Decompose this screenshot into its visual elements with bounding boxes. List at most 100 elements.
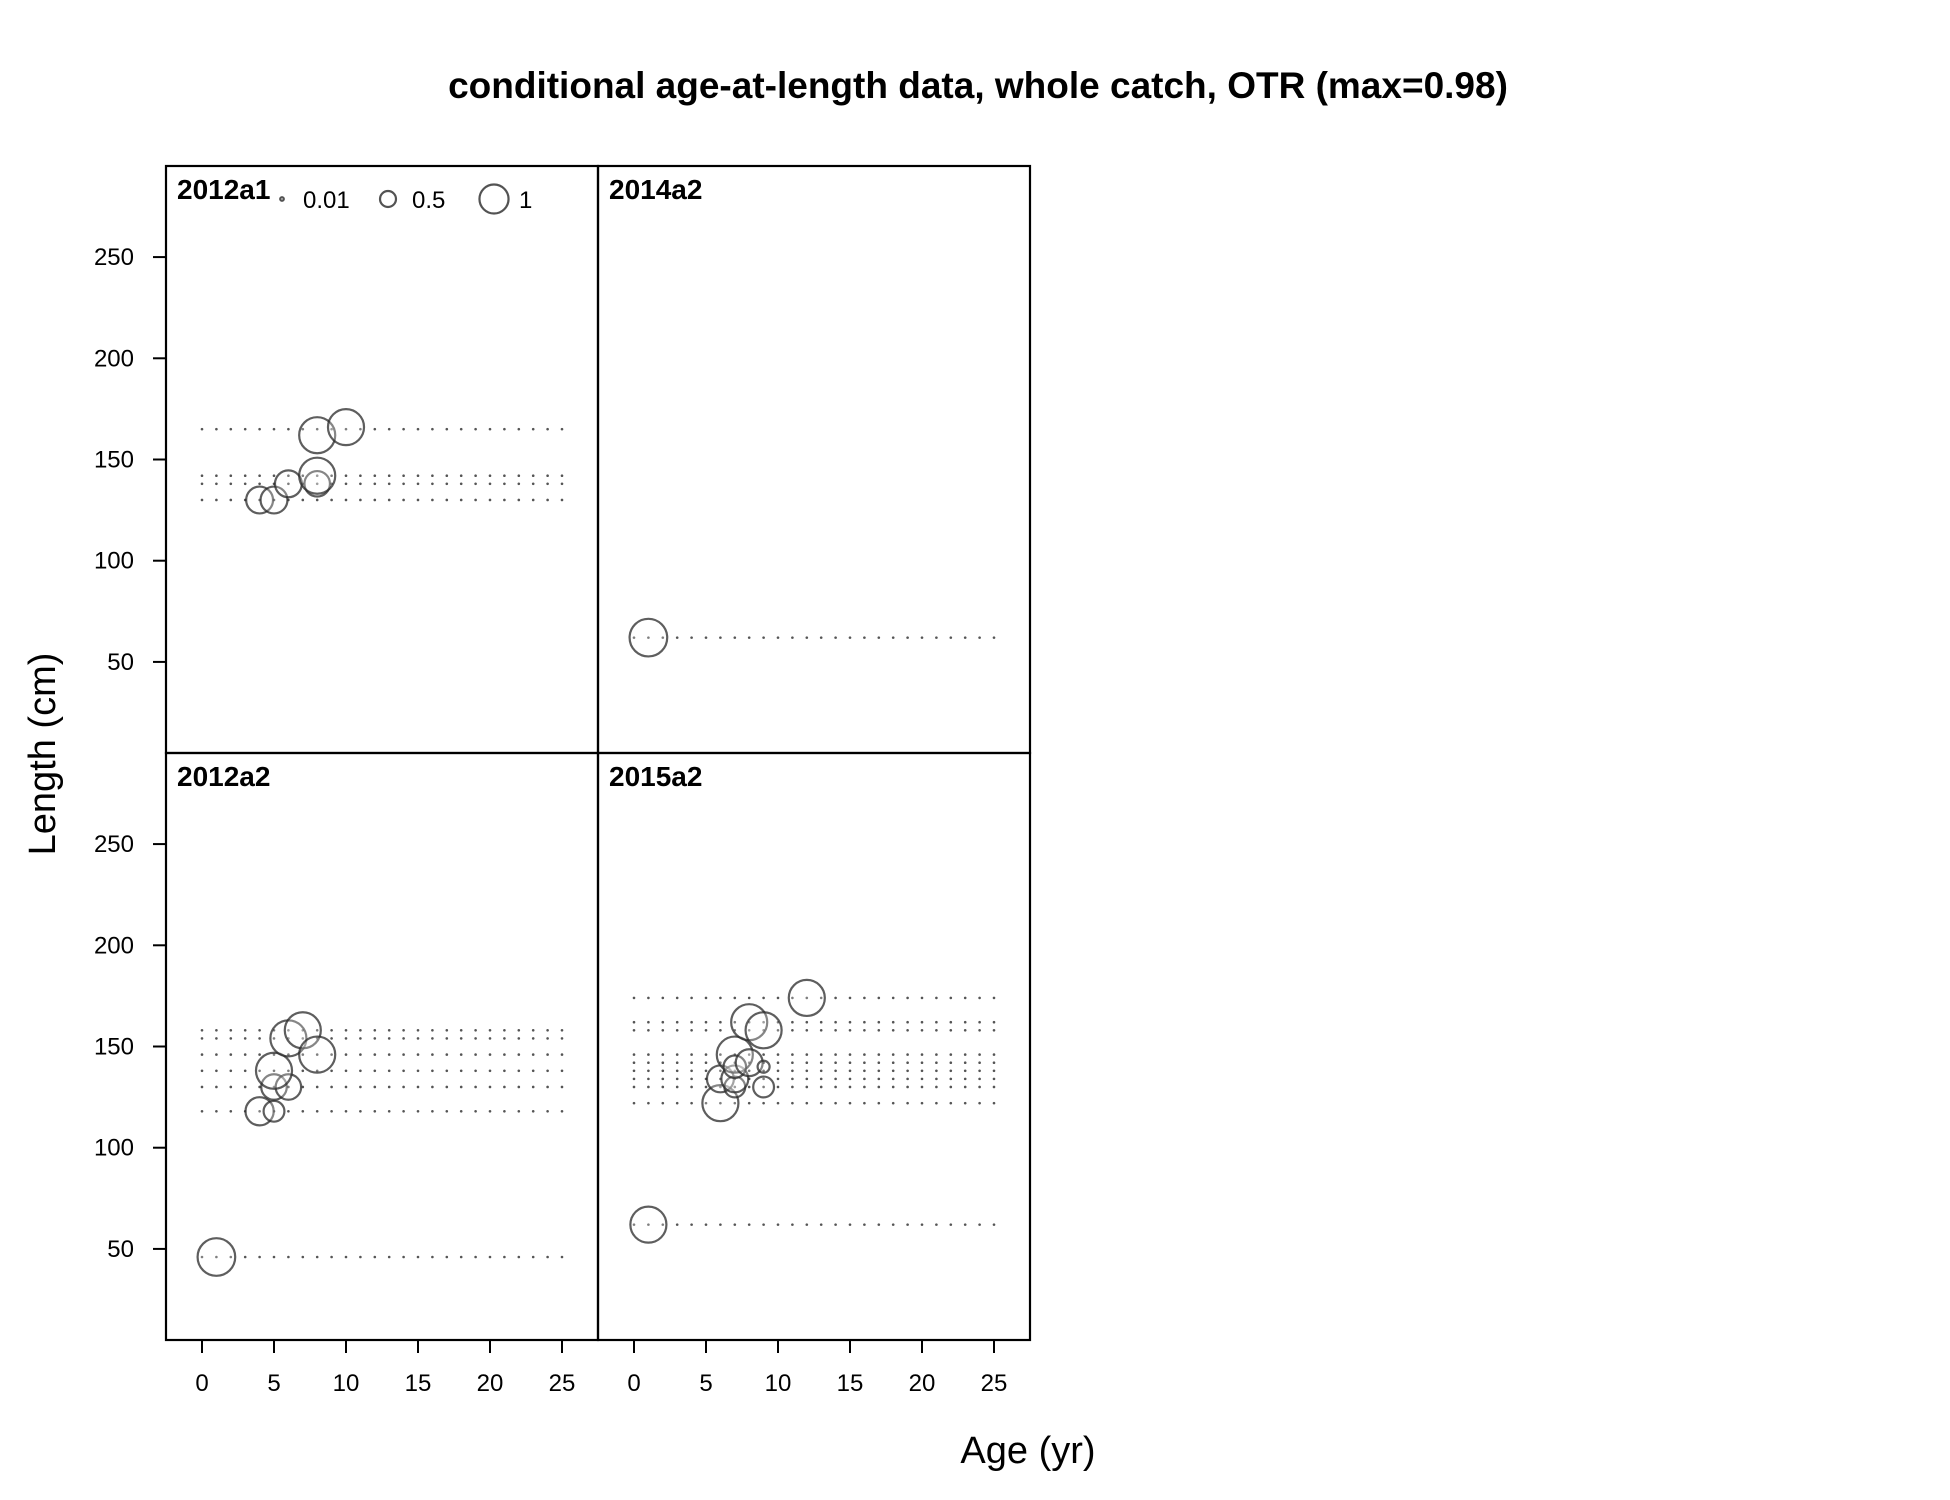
- row-dot: [373, 1029, 377, 1032]
- row-dot: [402, 1085, 405, 1089]
- row-dot: [834, 1101, 837, 1105]
- row-dot: [301, 1053, 305, 1056]
- row-dot: [330, 1029, 333, 1032]
- row-dot: [387, 482, 391, 486]
- row-dot: [200, 1037, 204, 1040]
- row-dot: [819, 636, 823, 639]
- row-dot: [488, 1255, 492, 1259]
- row-dot: [301, 1037, 305, 1040]
- row-dot: [719, 636, 722, 639]
- row-dot: [906, 636, 909, 639]
- row-dot: [416, 474, 420, 477]
- panel-label: 2015a2: [609, 761, 702, 792]
- row-dot: [459, 1109, 463, 1113]
- row-dot: [819, 1077, 823, 1081]
- x-tick-label: 5: [267, 1370, 280, 1397]
- row-dot: [560, 1255, 564, 1259]
- row-dot: [690, 1029, 693, 1032]
- dotted-row: [200, 1255, 564, 1259]
- row-dot: [906, 1053, 909, 1056]
- dotted-row: [632, 1053, 996, 1056]
- row-dot: [675, 1085, 679, 1089]
- row-dot: [776, 1029, 780, 1032]
- row-dot: [531, 482, 535, 486]
- row-dot: [258, 482, 261, 486]
- row-dot: [920, 1053, 924, 1056]
- row-dot: [344, 1053, 348, 1056]
- dotted-row: [200, 474, 564, 477]
- row-dot: [805, 1077, 809, 1081]
- row-dot: [891, 1061, 895, 1064]
- row-dot: [963, 1061, 967, 1064]
- row-dot: [272, 1069, 276, 1073]
- row-dot: [675, 1053, 679, 1056]
- row-dot: [920, 1223, 924, 1226]
- row-dot: [704, 636, 708, 639]
- x-tick-label: 20: [477, 1370, 504, 1397]
- row-dot: [949, 1077, 953, 1081]
- row-dot: [776, 636, 780, 639]
- row-dot: [819, 1223, 823, 1226]
- row-dot: [747, 996, 751, 1000]
- row-dot: [330, 1069, 333, 1073]
- row-dot: [963, 996, 967, 1000]
- x-tick-label: 25: [981, 1370, 1008, 1397]
- data-bubble: [283, 1011, 322, 1050]
- row-dot: [503, 1069, 506, 1073]
- row-dot: [258, 1053, 261, 1056]
- row-dot: [675, 1061, 679, 1064]
- row-dot: [215, 474, 218, 477]
- legend-label: 1: [519, 187, 532, 214]
- row-dot: [632, 1101, 636, 1105]
- row-dot: [215, 1255, 218, 1259]
- row-dot: [805, 1020, 809, 1024]
- row-dot: [330, 474, 333, 477]
- row-dot: [978, 1020, 981, 1024]
- row-dot: [963, 1020, 967, 1024]
- row-dot: [315, 474, 319, 477]
- row-dot: [287, 474, 290, 477]
- row-dot: [675, 1069, 679, 1073]
- data-bubble: [303, 469, 332, 498]
- row-dot: [877, 1053, 881, 1056]
- row-dot: [315, 1029, 319, 1032]
- row-dot: [762, 996, 765, 1000]
- row-dot: [690, 1085, 693, 1089]
- row-dot: [387, 498, 391, 502]
- row-dot: [344, 427, 348, 431]
- row-dot: [906, 1069, 909, 1073]
- row-dot: [762, 1101, 765, 1105]
- dotted-row: [632, 1069, 996, 1073]
- row-dot: [848, 1223, 852, 1226]
- row-dot: [675, 996, 679, 1000]
- data-bubble: [744, 1011, 783, 1050]
- row-dot: [301, 498, 305, 502]
- row-dot: [704, 1061, 708, 1064]
- row-dot: [762, 1020, 765, 1024]
- row-dot: [387, 1255, 391, 1259]
- row-dot: [920, 1077, 924, 1081]
- row-dot: [661, 1085, 665, 1089]
- row-dot: [517, 1037, 521, 1040]
- row-dot: [402, 1109, 405, 1113]
- row-dot: [690, 996, 693, 1000]
- row-dot: [387, 1085, 391, 1089]
- row-dot: [877, 1020, 881, 1024]
- row-dot: [834, 1077, 837, 1081]
- row-dot: [733, 1101, 737, 1105]
- row-dot: [359, 1255, 362, 1259]
- row-dot: [992, 1223, 996, 1226]
- row-dot: [474, 1069, 477, 1073]
- row-dot: [344, 482, 348, 486]
- row-dot: [978, 636, 981, 639]
- row-dot: [359, 1037, 362, 1040]
- row-dot: [488, 474, 492, 477]
- row-dot: [445, 1255, 449, 1259]
- row-dot: [474, 1109, 477, 1113]
- row-dot: [675, 1020, 679, 1024]
- row-dot: [445, 1085, 449, 1089]
- row-dot: [647, 1223, 650, 1226]
- row-dot: [416, 1037, 420, 1040]
- row-dot: [690, 1061, 693, 1064]
